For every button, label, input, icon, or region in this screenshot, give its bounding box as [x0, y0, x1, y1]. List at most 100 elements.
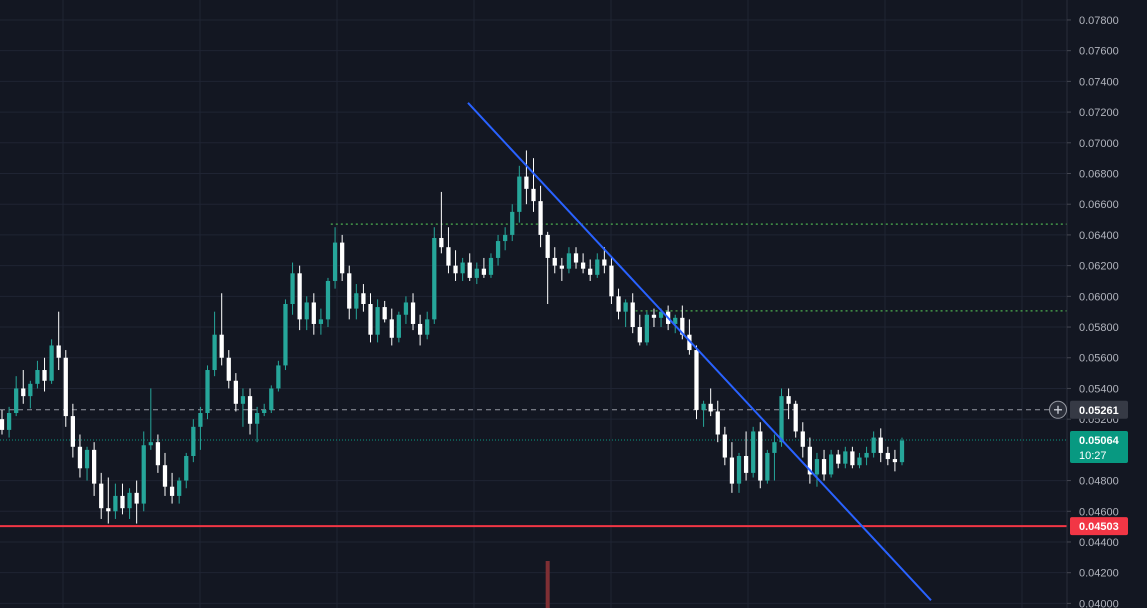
candle-body	[191, 426, 196, 456]
candle-body	[814, 459, 820, 475]
candle-body	[658, 311, 664, 318]
candle-body	[758, 431, 763, 481]
candle-body	[892, 459, 898, 463]
tick-label: 0.07600	[1079, 46, 1119, 58]
candle-body	[113, 495, 118, 512]
candle-body	[722, 434, 727, 458]
candle-body	[481, 268, 487, 275]
candle-body	[141, 445, 146, 504]
candle-body	[517, 176, 522, 212]
candle-body	[198, 413, 203, 427]
candle-body	[396, 314, 401, 338]
candle-body	[21, 388, 26, 397]
candle-body	[857, 457, 862, 466]
candle-body	[439, 237, 444, 248]
candle-body	[786, 396, 791, 404]
candle-body	[602, 259, 607, 266]
tick-label: 0.06800	[1079, 168, 1119, 180]
candle-body	[425, 319, 430, 335]
candle-body	[262, 409, 267, 414]
candle-body	[219, 334, 224, 358]
candle-body	[212, 334, 217, 371]
candle-body	[283, 304, 288, 366]
tick-label: 0.04000	[1079, 598, 1119, 608]
price-axis[interactable]: 0.07800 0.07600 0.07400 0.07200 0.07000 0.068…	[1066, 0, 1147, 608]
candle-body	[524, 176, 529, 189]
tick-label: 0.04600	[1079, 506, 1119, 518]
tick-label: 0.04800	[1079, 476, 1119, 488]
candle-body	[552, 257, 557, 266]
candle-body	[680, 317, 685, 335]
candle-body	[205, 370, 210, 414]
candle-body	[311, 302, 316, 324]
candle-body	[644, 314, 650, 343]
candle-body	[0, 419, 5, 430]
candle-body	[531, 188, 536, 202]
tick-label: 0.05600	[1079, 353, 1119, 365]
support-price-label: 0.04503	[1079, 521, 1119, 533]
candle-body	[233, 380, 238, 404]
candle-body	[42, 370, 47, 381]
tick-label: 0.04200	[1079, 568, 1119, 580]
candle-body	[743, 456, 749, 473]
candle-body	[368, 304, 373, 335]
candle-body	[332, 242, 338, 281]
candle-body	[318, 319, 324, 324]
horizontal-lines	[0, 223, 1067, 528]
candle-body	[836, 454, 841, 464]
candle-body	[871, 437, 876, 453]
candle-body	[616, 296, 621, 312]
candle-body	[573, 253, 579, 263]
last-price-label: 0.05064	[1079, 435, 1120, 447]
candle-body	[765, 452, 770, 481]
candle-body	[751, 431, 756, 473]
candle-body	[694, 350, 699, 410]
candle-body	[155, 442, 161, 466]
candle-body	[63, 357, 68, 417]
candle-body	[347, 273, 352, 309]
last-price-badge: 0.05064 10:27	[1070, 431, 1128, 464]
candle-body	[325, 280, 331, 320]
candle-body	[453, 265, 458, 274]
candle-body	[701, 403, 706, 410]
candle-body	[474, 268, 479, 278]
trendline[interactable]	[467, 102, 932, 602]
candle-body	[609, 265, 614, 297]
candle-body	[375, 307, 380, 335]
candle-body	[169, 486, 175, 496]
candle-body	[99, 483, 104, 509]
candle-body	[510, 211, 515, 235]
candle-body	[389, 319, 394, 338]
candle-body	[899, 440, 905, 463]
candle-body	[226, 357, 231, 381]
candle-body	[240, 396, 246, 404]
candle-body	[637, 327, 642, 343]
candle-body	[878, 437, 883, 453]
candle-body	[84, 449, 90, 469]
tick-label: 0.06400	[1079, 230, 1119, 242]
tick-label: 0.06000	[1079, 291, 1119, 303]
candle-body	[290, 273, 295, 304]
grid	[0, 0, 1067, 608]
candle-body	[588, 268, 593, 275]
candle-body	[56, 345, 61, 358]
candle-body	[595, 259, 600, 275]
candle-body	[495, 241, 501, 258]
candle-body	[304, 302, 309, 320]
candle-body	[297, 273, 302, 320]
crosshair-price-label: 0.05261	[1079, 405, 1119, 417]
add-alert-button[interactable]	[1049, 400, 1067, 419]
support-price-badge: 0.04503	[1070, 517, 1128, 536]
candle-body	[821, 459, 827, 475]
candle-body	[673, 317, 678, 324]
candle-body	[70, 416, 75, 447]
candle-body	[446, 247, 451, 266]
candle-body	[864, 452, 869, 458]
candle-body	[184, 456, 189, 481]
tick-label: 0.04400	[1079, 537, 1119, 549]
tick-label: 0.07000	[1079, 138, 1119, 150]
candle-body	[49, 345, 54, 381]
candle-body	[382, 307, 387, 320]
